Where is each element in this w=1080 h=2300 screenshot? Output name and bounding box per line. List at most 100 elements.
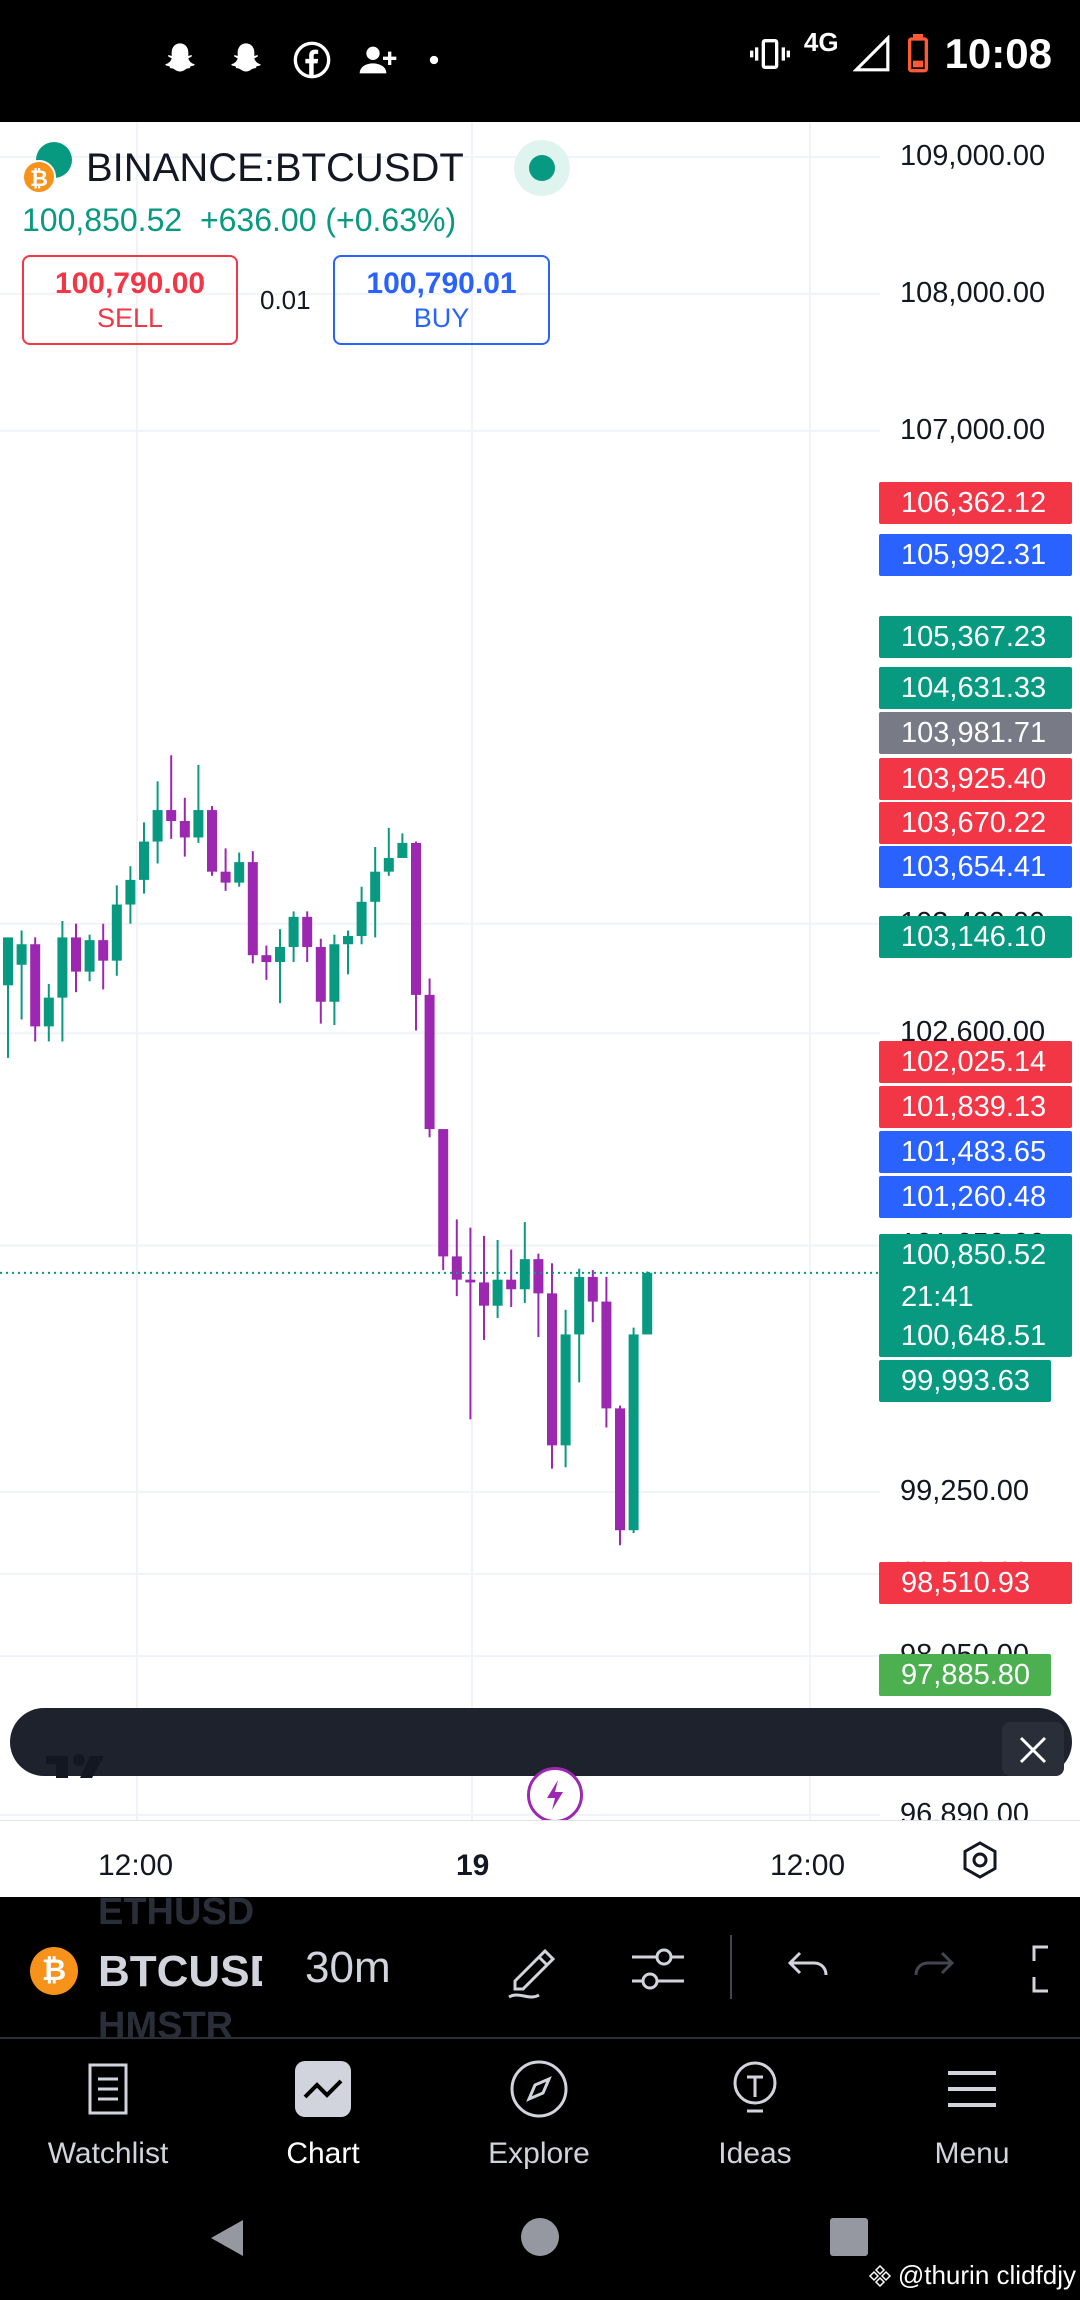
candle-body xyxy=(397,842,408,858)
quote-row: 100,850.52 +636.00 (+0.63%) xyxy=(22,202,456,239)
system-indicators: 4G 10:08 xyxy=(749,26,1052,78)
price-tag-value: 105,367.23 xyxy=(901,621,1047,653)
candle-body xyxy=(16,944,27,965)
bitcoin-icon: ₿ xyxy=(30,1947,78,1995)
sell-button[interactable]: 100,790.00 SELL xyxy=(22,255,238,345)
candle-body xyxy=(370,871,381,902)
chart-pane[interactable] xyxy=(0,122,1080,1897)
symbol-header[interactable]: ₿ BINANCE:BTCUSDT xyxy=(22,140,570,196)
buy-button[interactable]: 100,790.01 BUY xyxy=(333,255,550,345)
candle-body xyxy=(261,955,272,963)
candle-body xyxy=(560,1334,571,1446)
candle-body xyxy=(574,1276,585,1335)
chart-canvas[interactable] xyxy=(0,122,1080,1820)
candle-body xyxy=(57,937,68,998)
promo-banner[interactable] xyxy=(10,1708,1072,1778)
menu-icon xyxy=(948,2071,996,2107)
add-contact-icon xyxy=(359,46,397,74)
nav-label: Ideas xyxy=(718,2137,792,2170)
nav-label: Menu xyxy=(934,2137,1010,2170)
undo-icon[interactable] xyxy=(782,1945,832,1998)
price-change: +636.00 (+0.63%) xyxy=(199,202,457,238)
nav-explore[interactable]: Explore xyxy=(459,2059,619,2171)
nav-label: Watchlist xyxy=(47,2137,169,2170)
price-tag-value: 98,510.93 xyxy=(901,1567,1031,1599)
candle-body xyxy=(356,901,367,937)
price-tags: 106,362.12 105,992.31 105,367.23 104,631.33… xyxy=(879,482,1072,1696)
candle-body xyxy=(98,940,109,961)
nav-chart[interactable]: Chart xyxy=(243,2059,403,2171)
candle-body xyxy=(547,1293,557,1446)
notification-icons xyxy=(160,40,444,80)
dot-icon xyxy=(429,55,439,65)
candle-body xyxy=(125,879,136,905)
chart-settings-icon[interactable] xyxy=(955,1835,1005,1885)
fullscreen-icon[interactable] xyxy=(1030,1941,1080,1997)
price-tag: 104,631.33 xyxy=(879,667,1072,709)
candle-body xyxy=(166,810,177,822)
lightbulb-icon xyxy=(733,2061,777,2113)
candle-body xyxy=(152,810,163,842)
market-open-indicator xyxy=(513,140,570,196)
candle-body xyxy=(451,1256,462,1280)
price-tag-value: 106,362.12 xyxy=(901,487,1047,519)
nav-watchlist[interactable]: Watchlist xyxy=(28,2059,188,2171)
signal-icon xyxy=(852,35,889,72)
recents-icon[interactable] xyxy=(828,2216,870,2258)
price-tag-value: 101,839.13 xyxy=(901,1091,1047,1123)
price-tag: 98,510.93 xyxy=(879,1562,1072,1604)
price-tag: 99,993.63 xyxy=(879,1360,1051,1402)
candle-body xyxy=(220,871,231,883)
price-tag-value: 103,654.41 xyxy=(901,851,1047,883)
chart-icon xyxy=(295,2061,351,2117)
nav-label: Chart xyxy=(286,2137,360,2170)
candle-body xyxy=(288,916,299,947)
price-tag: 103,654.41 xyxy=(879,846,1072,888)
price-tag-value: 99,993.63 xyxy=(901,1365,1031,1397)
candle-body xyxy=(479,1282,489,1306)
candle-body xyxy=(207,810,217,872)
nav-ideas[interactable]: Ideas xyxy=(675,2059,835,2171)
symbol-ghost-below: HMSTR xyxy=(98,2005,234,2037)
candle-body xyxy=(111,904,122,961)
price-tag-value: 100,648.51 xyxy=(901,1320,1047,1352)
sell-price: 100,790.00 xyxy=(54,267,206,300)
candle-body xyxy=(179,821,190,838)
price-tag-value: 97,885.80 xyxy=(901,1659,1031,1691)
candle-body xyxy=(193,810,204,838)
candle-body xyxy=(139,841,149,880)
network-type: 4G xyxy=(803,26,839,57)
symbol-search-button[interactable]: ₿ BTCUSD xyxy=(30,1941,262,1997)
price-tag: 103,670.22 xyxy=(879,802,1072,844)
order-quantity[interactable]: 0.01 xyxy=(260,285,311,315)
snapchat-icon xyxy=(231,43,261,72)
toolbar-divider xyxy=(730,1935,732,1999)
price-tag: 101,483.65 xyxy=(879,1131,1072,1173)
price-tag: 97,885.80 xyxy=(879,1654,1051,1696)
snapchat-icon xyxy=(165,43,195,72)
redo-icon[interactable] xyxy=(910,1945,960,1998)
symbol-name[interactable]: BINANCE:BTCUSDT xyxy=(86,145,464,190)
bitcoin-icon: ₿ xyxy=(22,142,74,194)
price-tag: 100,850.52 21:41 xyxy=(879,1234,1072,1318)
close-icon[interactable] xyxy=(1002,1722,1064,1776)
nav-menu[interactable]: Menu xyxy=(892,2059,1052,2171)
back-icon[interactable] xyxy=(205,2216,249,2260)
draw-pen-icon[interactable] xyxy=(505,1937,563,2006)
lightning-icon[interactable] xyxy=(527,1767,583,1823)
time-axis[interactable]: 12:00 19 12:00 xyxy=(0,1820,1080,1896)
candle-body xyxy=(3,937,13,986)
interval-button[interactable]: 30m xyxy=(305,1943,391,1992)
price-tag-value: 102,025.14 xyxy=(901,1046,1047,1078)
indicators-icon[interactable] xyxy=(628,1941,688,2002)
binance-icon xyxy=(868,2264,891,2287)
price-tag-value: 103,981.71 xyxy=(901,717,1047,749)
candle-body xyxy=(275,946,285,963)
toolbar-symbol: BTCUSD xyxy=(98,1947,262,1996)
price-tag-value: 103,146.10 xyxy=(901,921,1047,953)
candle-body xyxy=(533,1259,544,1294)
home-icon[interactable] xyxy=(519,2216,561,2258)
time-label: 12:00 xyxy=(98,1849,174,1882)
candle-body xyxy=(465,1279,476,1283)
vibrate-icon xyxy=(749,39,790,69)
